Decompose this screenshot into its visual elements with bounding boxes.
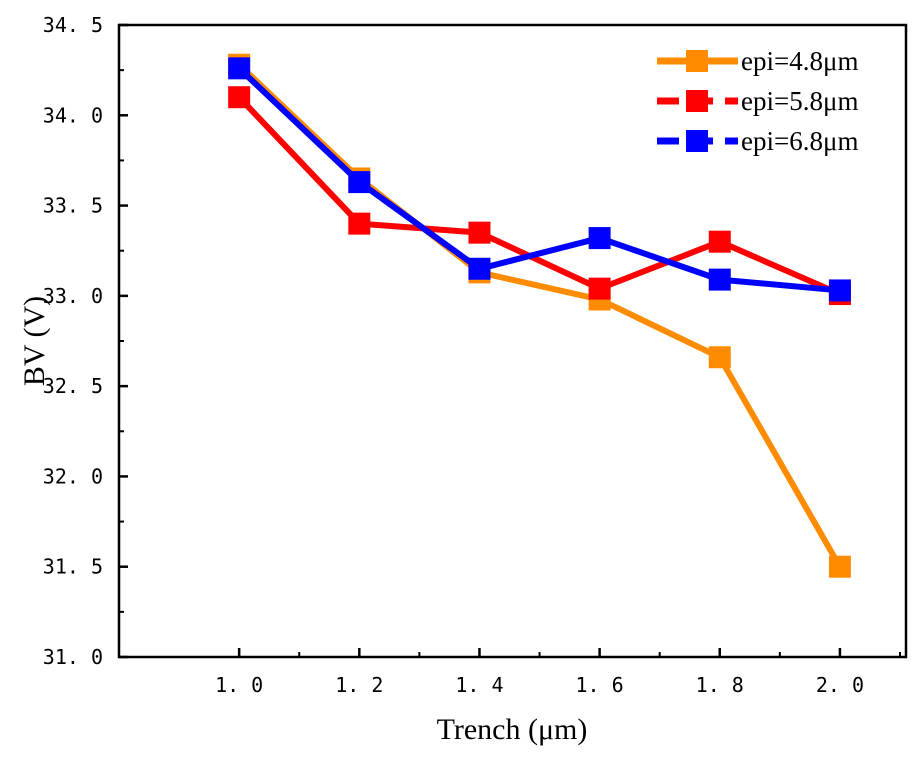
y-tick-label: 31. 5 [43, 555, 103, 579]
x-tick-label: 2. 0 [816, 673, 864, 697]
data-point [708, 346, 731, 369]
legend-marker [686, 130, 708, 152]
data-point [708, 230, 731, 253]
series-2 [228, 86, 851, 306]
y-tick-label: 32. 5 [43, 374, 103, 398]
y-tick-label: 33. 5 [43, 194, 103, 218]
legend-marker [686, 50, 708, 72]
data-point [588, 227, 611, 250]
legend: epi=4.8μm epi=5.8μm epi=6.8μm [657, 46, 858, 156]
x-axis-title: Trench (μm) [437, 713, 588, 746]
data-point [348, 171, 371, 194]
legend-label: epi=5.8μm [741, 86, 858, 116]
x-axis-ticks: 1. 0 1. 2 1. 4 1. 6 1. 8 2. 0 [215, 648, 901, 697]
data-point [228, 57, 251, 80]
data-point [828, 279, 851, 302]
legend-entry: epi=5.8μm [657, 86, 858, 116]
x-tick-label: 1. 6 [576, 673, 624, 697]
series-layer [228, 53, 851, 578]
y-tick-label: 34. 5 [43, 13, 103, 37]
x-tick-label: 1. 8 [696, 673, 744, 697]
y-axis-ticks: 31. 0 31. 5 32. 0 32. 5 33. 0 33. 5 34. 0 34. 5 [43, 13, 128, 669]
series-line [236, 95, 842, 297]
y-tick-label: 32. 0 [43, 464, 103, 488]
y-tick-label: 34. 0 [43, 103, 103, 127]
plot-frame [117, 23, 908, 659]
legend-label: epi=6.8μm [741, 126, 858, 156]
x-tick-label: 1. 2 [335, 673, 383, 697]
legend-entry: epi=6.8μm [657, 126, 858, 156]
y-tick-label: 31. 0 [43, 645, 103, 669]
data-point [468, 221, 491, 244]
legend-label: epi=4.8μm [741, 46, 858, 76]
series-3 [228, 57, 851, 302]
data-point [468, 257, 491, 280]
data-point [828, 555, 851, 578]
data-point [348, 212, 371, 235]
legend-marker [686, 90, 708, 112]
x-tick-label: 1. 4 [455, 673, 503, 697]
data-point [588, 277, 611, 300]
y-axis-title: BV (V) [18, 296, 51, 386]
data-point [708, 268, 731, 291]
data-point [228, 86, 251, 109]
x-tick-label: 1. 0 [215, 673, 263, 697]
series-line [237, 66, 841, 294]
legend-entry: epi=4.8μm [657, 46, 858, 76]
y-tick-label: 33. 0 [43, 284, 103, 308]
